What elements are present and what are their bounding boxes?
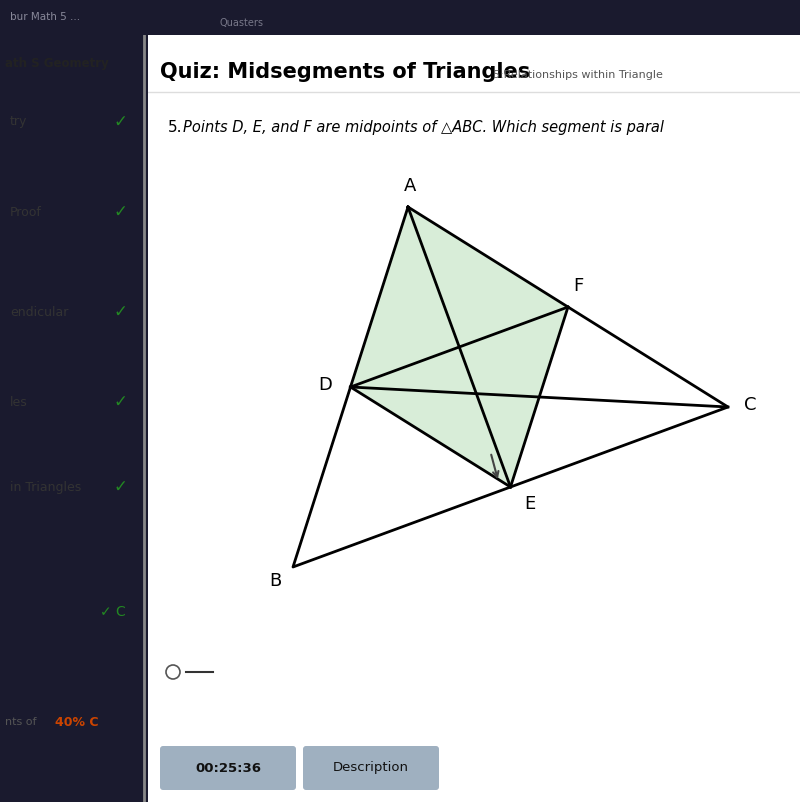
Polygon shape	[350, 307, 568, 487]
Text: Quiz: Midsegments of Triangles: Quiz: Midsegments of Triangles	[160, 62, 530, 82]
Text: 00:25:36: 00:25:36	[195, 762, 261, 775]
Text: Quasters: Quasters	[220, 18, 264, 28]
Text: 40% C: 40% C	[55, 715, 98, 728]
Text: D: D	[318, 376, 333, 394]
Text: ✓ C: ✓ C	[100, 605, 126, 619]
Text: C: C	[744, 396, 757, 414]
Text: 5.: 5.	[168, 120, 182, 135]
FancyBboxPatch shape	[303, 746, 439, 790]
Text: A: A	[404, 177, 416, 195]
Text: ✓: ✓	[113, 113, 127, 131]
Text: B: B	[269, 572, 281, 590]
Text: ✓: ✓	[113, 303, 127, 321]
Text: 5:Relationships within Triangle: 5:Relationships within Triangle	[493, 70, 663, 80]
Text: F: F	[573, 277, 583, 295]
Text: in Triangles: in Triangles	[10, 480, 82, 493]
Text: endicular: endicular	[10, 306, 68, 318]
Polygon shape	[350, 207, 568, 387]
Text: nts of: nts of	[5, 717, 37, 727]
Text: Description: Description	[333, 762, 409, 775]
Text: ✓: ✓	[113, 393, 127, 411]
Text: E: E	[525, 495, 536, 513]
Text: Points D, E, and F are midpoints of △ABC. Which segment is paral: Points D, E, and F are midpoints of △ABC…	[183, 120, 664, 135]
Text: ✓: ✓	[113, 203, 127, 221]
FancyBboxPatch shape	[148, 35, 800, 802]
Text: ✓: ✓	[113, 478, 127, 496]
Text: Proof: Proof	[10, 205, 42, 218]
Text: ath S Geometry: ath S Geometry	[5, 57, 109, 70]
Circle shape	[166, 665, 180, 679]
Text: bur Math 5 ...: bur Math 5 ...	[10, 12, 80, 22]
Text: try: try	[10, 115, 27, 128]
FancyBboxPatch shape	[160, 746, 296, 790]
Text: les: les	[10, 395, 28, 408]
